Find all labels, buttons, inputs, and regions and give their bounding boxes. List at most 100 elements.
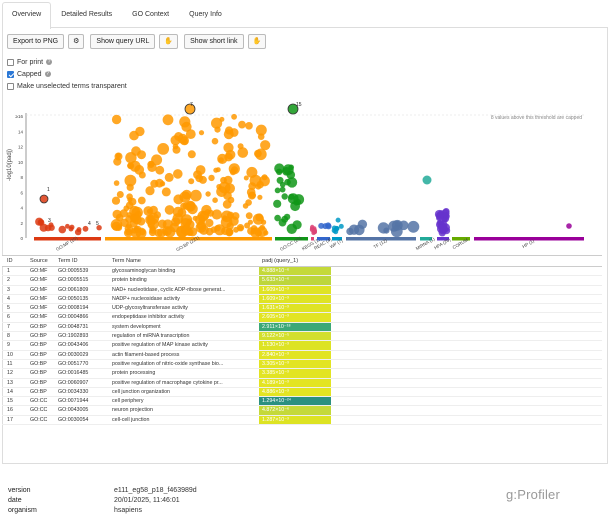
plot-point[interactable]: [111, 196, 121, 205]
header-term-id[interactable]: Term ID: [58, 258, 78, 264]
plot-point[interactable]: [348, 224, 360, 235]
plot-point[interactable]: [216, 184, 222, 190]
table-row[interactable]: 7 GO:BP GO:0048731 system development 2.911×…: [2, 322, 602, 333]
plot-point[interactable]: [283, 213, 291, 221]
plot-point[interactable]: [211, 209, 222, 220]
plot-point[interactable]: [278, 218, 287, 227]
row-term-id[interactable]: GO:0005539: [58, 268, 89, 274]
plot-point[interactable]: [162, 114, 174, 126]
plot-point[interactable]: [198, 217, 205, 224]
option-for-print[interactable]: For print ?: [7, 56, 127, 68]
plot-point[interactable]: [377, 222, 390, 234]
plot-point[interactable]: [58, 225, 67, 234]
plot-point[interactable]: [65, 223, 70, 229]
plot-point[interactable]: [281, 193, 288, 200]
table-row[interactable]: 5 GO:MF GO:0008194 UDP-glycosyltransferase …: [2, 304, 602, 314]
plot-point[interactable]: [261, 174, 268, 181]
plot-point[interactable]: [422, 175, 432, 185]
plot-point[interactable]: [335, 217, 341, 223]
plot-point[interactable]: [76, 227, 82, 233]
table-row[interactable]: 8 GO:BP GO:1902893 regulation of miRNA tran…: [2, 332, 602, 342]
plot-point[interactable]: [170, 135, 181, 146]
tab-overview[interactable]: Overview: [2, 2, 52, 29]
plot-point[interactable]: [318, 222, 325, 229]
plot-point[interactable]: [222, 215, 228, 221]
plot-point[interactable]: [139, 228, 146, 236]
option-capped[interactable]: Capped ?: [7, 68, 127, 80]
show-query-url-button[interactable]: Show query URL: [90, 34, 156, 49]
plot-point[interactable]: [325, 222, 332, 229]
plot-point[interactable]: [116, 191, 124, 198]
help-icon[interactable]: ?: [44, 71, 51, 77]
table-row[interactable]: 3 GO:MF GO:0061809 NAD+ nucleotidase, cycli…: [2, 285, 602, 295]
plot-point[interactable]: [437, 224, 446, 234]
plot-point[interactable]: [442, 208, 450, 215]
plot-point[interactable]: [38, 219, 44, 225]
plot-point[interactable]: [172, 206, 184, 218]
plot-point[interactable]: [223, 129, 234, 140]
show-short-link-button[interactable]: Show short link: [184, 34, 244, 49]
plot-point[interactable]: [250, 227, 262, 239]
plot-point[interactable]: [237, 147, 249, 158]
plot-point[interactable]: [124, 174, 137, 187]
plot-point[interactable]: [205, 191, 211, 197]
table-row[interactable]: 11 GO:BP GO:0051770 positive regulation of …: [2, 359, 602, 370]
plot-point[interactable]: [39, 194, 49, 204]
plot-point[interactable]: [279, 186, 286, 193]
plot-point[interactable]: [274, 214, 281, 222]
plot-point[interactable]: [357, 219, 368, 229]
plot-point[interactable]: [173, 169, 183, 179]
plot-point[interactable]: [146, 208, 153, 214]
plot-point[interactable]: [186, 218, 192, 224]
plot-point[interactable]: [182, 139, 189, 145]
plot-point[interactable]: [274, 163, 285, 174]
plot-point[interactable]: [245, 122, 253, 130]
plot-point[interactable]: [257, 194, 263, 200]
plot-point[interactable]: [245, 212, 253, 220]
plot-point[interactable]: [255, 124, 267, 136]
plot-point[interactable]: [211, 117, 223, 129]
plot-point[interactable]: [181, 189, 192, 200]
row-term-id[interactable]: GO:0043406: [58, 342, 89, 349]
plot-point[interactable]: [198, 130, 205, 136]
plot-point[interactable]: [185, 129, 196, 139]
row-term-id[interactable]: GO:0030029: [58, 351, 89, 358]
plot-point[interactable]: [195, 222, 207, 233]
row-term-id[interactable]: GO:0030054: [58, 416, 89, 423]
tab-query-info[interactable]: Query Info: [189, 11, 222, 18]
plot-point[interactable]: [113, 180, 120, 186]
row-term-id[interactable]: GO:0034330: [58, 388, 89, 395]
plot-point[interactable]: [290, 201, 300, 212]
table-row[interactable]: 15 GO:CC GO:0071944 cell periphery 1.294×10⁻…: [2, 397, 602, 407]
plot-point[interactable]: [147, 162, 157, 172]
export-png-button[interactable]: Export to PNG: [7, 34, 65, 49]
plot-point[interactable]: [257, 133, 265, 140]
plot-point[interactable]: [161, 187, 171, 197]
row-term-id[interactable]: GO:0071944: [58, 398, 89, 405]
plot-point[interactable]: [407, 220, 420, 233]
plot-point[interactable]: [243, 175, 249, 181]
help-icon[interactable]: ?: [46, 59, 53, 65]
plot-point[interactable]: [273, 199, 282, 208]
plot-point[interactable]: [287, 103, 299, 115]
plot-point[interactable]: [276, 176, 284, 184]
plot-point[interactable]: [233, 226, 239, 233]
plot-point[interactable]: [137, 196, 146, 205]
plot-point[interactable]: [334, 226, 340, 232]
plot-point[interactable]: [111, 114, 122, 125]
header-padj[interactable]: padj (query_1): [262, 258, 299, 264]
plot-point[interactable]: [158, 219, 167, 229]
plot-point[interactable]: [214, 126, 221, 133]
table-row[interactable]: 12 GO:BP GO:0016485 protein processing 3.385…: [2, 369, 602, 379]
plot-point[interactable]: [181, 121, 192, 132]
plot-point[interactable]: [242, 203, 249, 209]
checkbox-capped[interactable]: [7, 70, 14, 78]
plot-point[interactable]: [138, 171, 146, 179]
plot-point[interactable]: [171, 217, 181, 227]
plot-point[interactable]: [219, 116, 225, 122]
plot-point[interactable]: [390, 225, 403, 238]
plot-point[interactable]: [115, 152, 121, 159]
plot-point[interactable]: [172, 145, 181, 154]
plot-point[interactable]: [227, 196, 235, 204]
plot-point[interactable]: [311, 229, 316, 234]
